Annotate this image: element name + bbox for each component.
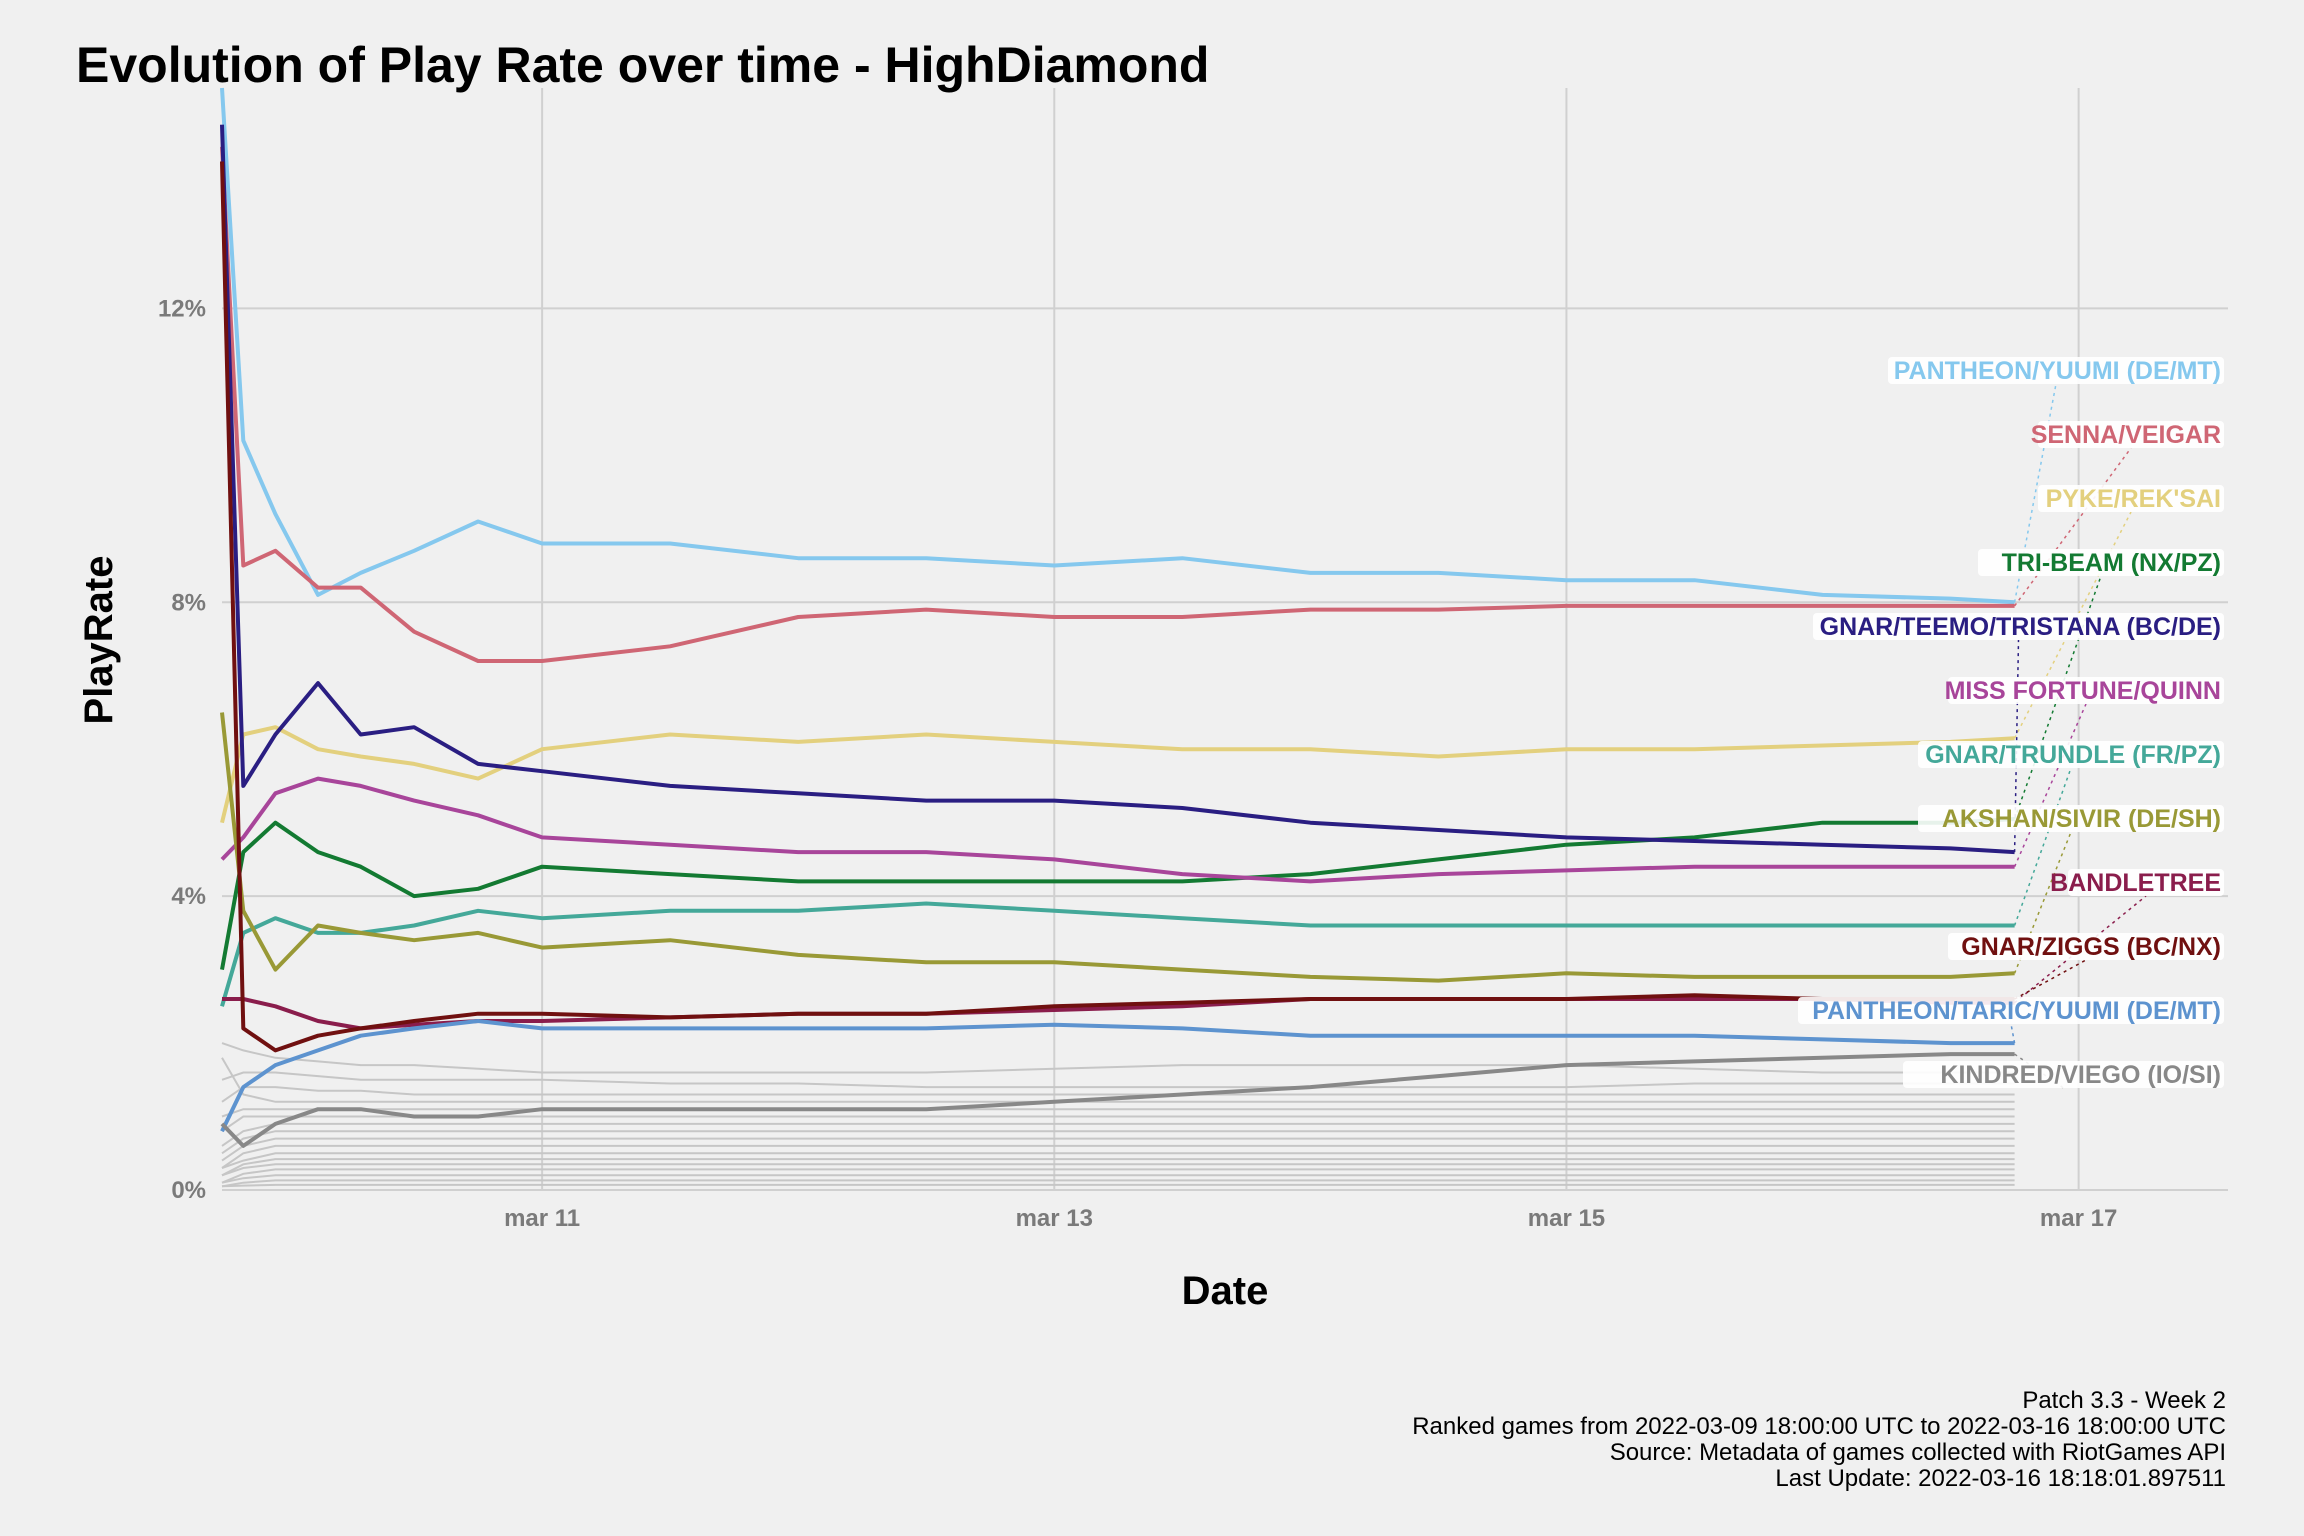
- series-label-box: [1918, 805, 2224, 832]
- series-labels: PANTHEON/YUUMI (DE/MT) SENNA/VEIGAR PYKE/R…: [1798, 357, 2224, 1089]
- x-tick-label: mar 15: [1528, 1205, 1605, 1232]
- series-label-box: [2038, 421, 2224, 448]
- background-series-line: [221, 1144, 2015, 1169]
- background-series-line: [221, 1086, 2015, 1103]
- background-series-line: [221, 1163, 2015, 1177]
- series-label-box: [1948, 677, 2224, 704]
- series-line: [220, 1019, 2015, 1133]
- series-line: [220, 146, 2015, 663]
- series-line: [220, 776, 2015, 884]
- background-series-line: [221, 1122, 2015, 1147]
- series-label: SENNA/VEIGAR: [2031, 421, 2221, 449]
- series-label-box: [1798, 997, 2224, 1024]
- series-line: [220, 712, 2015, 983]
- series-line: [220, 901, 2015, 1007]
- y-axis-ticks: 0% 4% 8% 12%: [158, 295, 206, 1204]
- series-label: TRI-BEAM (NX/PZ): [2002, 549, 2221, 577]
- x-tick-label: mar 11: [504, 1205, 580, 1232]
- caption-line: Patch 3.3 - Week 2: [2022, 1387, 2226, 1414]
- label-leader-line: [2013, 831, 2072, 974]
- series-label-box: [2068, 869, 2224, 896]
- series-line: [220, 1052, 2015, 1148]
- background-series-line: [221, 1158, 2015, 1177]
- series-lines: [220, 87, 2015, 1148]
- x-axis-ticks: mar 11 mar 13 mar 15 mar 17: [504, 1205, 2117, 1232]
- background-series-line: [221, 1071, 2015, 1089]
- series-line: [220, 87, 2015, 605]
- background-series-line: [221, 1179, 2015, 1188]
- series-line: [220, 161, 2015, 1053]
- series-label: AKSHAN/SIVIR (DE/SH): [1942, 805, 2221, 833]
- caption-line: Ranked games from 2022-03-09 18:00:00 UT…: [1412, 1413, 2226, 1440]
- background-series-line: [221, 1137, 2015, 1162]
- background-series-line: [221, 1130, 2015, 1155]
- y-tick-label: 8%: [171, 589, 206, 616]
- caption-line: Source: Metadata of games collected with…: [1610, 1439, 2226, 1466]
- caption-line: Last Update: 2022-03-16 18:18:01.897511: [1775, 1465, 2226, 1492]
- series-label-box: [1948, 933, 2224, 960]
- series-label: PANTHEON/YUUMI (DE/MT): [1894, 357, 2221, 385]
- grid: [222, 88, 2228, 1191]
- series-label-box: [1888, 357, 2224, 384]
- series-label-box: [2038, 485, 2224, 512]
- series-label: PANTHEON/TARIC/YUUMI (DE/MT): [1812, 997, 2221, 1025]
- y-axis-title: PlayRate: [77, 556, 121, 725]
- background-series-line: [221, 1168, 2015, 1184]
- series-label-box: [1903, 1061, 2224, 1088]
- background-series-line: [221, 1183, 2015, 1188]
- chart-title: Evolution of Play Rate over time - HighD…: [76, 37, 1209, 93]
- series-label-box: [1978, 549, 2224, 576]
- background-series-line: [221, 1174, 2015, 1184]
- x-axis-title: Date: [1182, 1269, 1269, 1313]
- y-tick-label: 12%: [158, 295, 206, 322]
- background-series-line: [221, 1042, 2015, 1074]
- y-tick-label: 4%: [171, 883, 206, 910]
- series-label: PYKE/REK'SAI: [2046, 485, 2221, 513]
- label-leader-line: [2013, 447, 2132, 607]
- series-label-box: [1813, 613, 2224, 640]
- label-leader-line: [2013, 703, 2087, 868]
- x-tick-label: mar 17: [2040, 1205, 2117, 1232]
- y-tick-label: 0%: [171, 1177, 206, 1204]
- background-series-line: [221, 1057, 2015, 1103]
- series-label-box: [1918, 741, 2224, 768]
- background-series-line: [221, 1152, 2015, 1169]
- series-label: MISS FORTUNE/QUINN: [1945, 677, 2221, 705]
- series-label: GNAR/TEEMO/TRISTANA (BC/DE): [1820, 613, 2221, 641]
- background-series-line: [221, 1115, 2015, 1133]
- series-label: BANDLETREE: [2050, 869, 2221, 897]
- label-leader-line: [2010, 1023, 2016, 1044]
- series-label: GNAR/ZIGGS (BC/NX): [1961, 933, 2221, 961]
- series-label: GNAR/TRUNDLE (FR/PZ): [1925, 741, 2221, 769]
- series-label: KINDRED/VIEGO (IO/SI): [1940, 1061, 2221, 1089]
- series-line: [220, 124, 2015, 855]
- x-tick-label: mar 13: [1016, 1205, 1093, 1232]
- series-line: [220, 725, 2015, 824]
